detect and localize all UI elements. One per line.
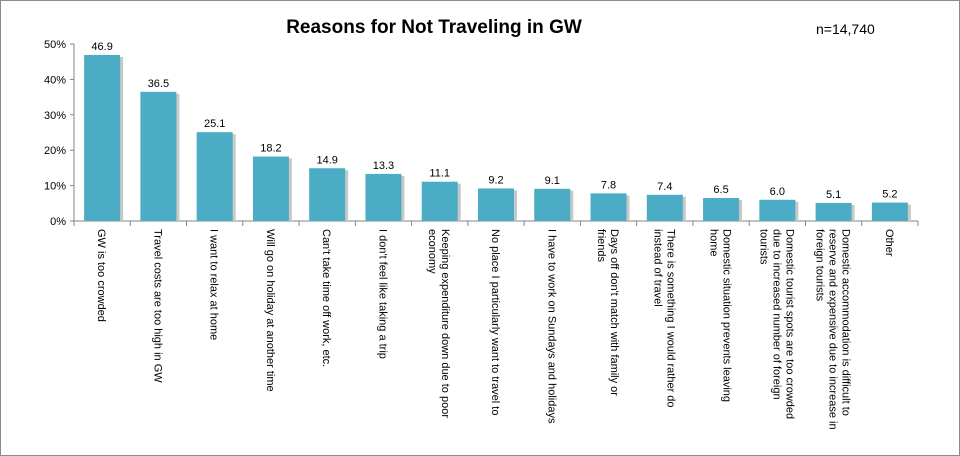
- data-label: 5.1: [826, 189, 841, 201]
- category-label-line: Keeping expenditure down due to poor: [439, 229, 451, 418]
- data-label: 6.0: [770, 186, 785, 198]
- data-label: 9.2: [488, 174, 503, 186]
- category-label: There is something I would rather doinst…: [651, 229, 676, 408]
- bar: [590, 193, 627, 221]
- bar: [646, 194, 683, 221]
- category-label: Can't take time off work, etc.: [320, 229, 332, 367]
- category-label-line: friends: [595, 229, 607, 263]
- data-label: 5.2: [882, 189, 897, 201]
- bar: [815, 202, 852, 221]
- bar: [140, 91, 177, 221]
- category-label-line: There is something I would rather do: [664, 229, 676, 408]
- category-label: GW is too crowded: [95, 229, 107, 322]
- data-label: 7.4: [657, 181, 672, 193]
- y-tick-label: 40%: [44, 74, 66, 86]
- category-label-line: due to increased number of foreign: [770, 229, 782, 400]
- category-label: Travel costs are too high in GW: [151, 229, 163, 383]
- data-label: 36.5: [148, 78, 169, 90]
- category-label-line: Other: [883, 229, 895, 257]
- data-label: 9.1: [545, 175, 560, 187]
- category-label-line: Travel costs are too high in GW: [151, 229, 163, 383]
- data-label: 18.2: [260, 143, 281, 155]
- category-label-line: home: [708, 229, 720, 257]
- category-label-line: economy: [426, 229, 438, 274]
- data-label: 13.3: [373, 160, 394, 172]
- bar: [196, 132, 233, 221]
- data-label: 25.1: [204, 118, 225, 130]
- chart-title: Reasons for Not Traveling in GW: [286, 17, 582, 38]
- y-tick-label: 50%: [44, 39, 66, 51]
- data-label: 7.8: [601, 179, 616, 191]
- bar: [759, 199, 796, 221]
- category-label-line: Domestic tourist spots are too crowded: [783, 229, 795, 419]
- category-label-line: Can't take time off work, etc.: [320, 229, 332, 367]
- data-label: 6.5: [713, 184, 728, 196]
- bar: [84, 54, 121, 221]
- category-label-line: I don't feel like taking a trip: [376, 229, 388, 359]
- category-label: Domestic accommodation is difficult tore…: [814, 229, 852, 430]
- data-label: 14.9: [316, 154, 337, 166]
- category-label-line: tourists: [757, 229, 769, 265]
- category-label: Days off don't match with family orfrien…: [595, 229, 620, 396]
- data-label: 11.1: [429, 168, 450, 180]
- category-label: Other: [883, 229, 895, 257]
- category-label-line: Domestic situation prevents leaving: [721, 229, 733, 402]
- category-label: Keeping expenditure down due to poorecon…: [426, 229, 451, 418]
- y-tick-label: 20%: [44, 145, 66, 157]
- data-label: 46.9: [91, 41, 112, 53]
- bar: [252, 156, 289, 221]
- category-label-line: Domestic accommodation is difficult to: [840, 229, 852, 416]
- bar: [871, 202, 908, 221]
- y-tick-label: 10%: [44, 181, 66, 193]
- sample-size-label: n=14,740: [816, 21, 875, 37]
- category-label-line: reserve and expensive due to increase in: [827, 229, 839, 430]
- bar: [703, 197, 740, 221]
- category-label: I want to relax at home: [208, 229, 220, 340]
- y-tick-label: 0%: [50, 216, 66, 228]
- category-label-line: No place I particularly want to travel t…: [489, 229, 501, 415]
- category-label: Domestic tourist spots are too crowdeddu…: [757, 229, 795, 419]
- category-label-line: I have to work on Sundays and holidays: [545, 229, 557, 424]
- bar: [309, 168, 346, 221]
- bar: [534, 188, 571, 221]
- category-label: Will go on holiday at another time: [264, 229, 276, 392]
- category-label-line: I want to relax at home: [208, 229, 220, 340]
- category-label-line: GW is too crowded: [95, 229, 107, 322]
- bar: [421, 181, 458, 221]
- category-label-line: Days off don't match with family or: [608, 229, 620, 396]
- y-tick-label: 30%: [44, 110, 66, 122]
- category-label: I don't feel like taking a trip: [376, 229, 388, 359]
- bar: [478, 188, 514, 221]
- bar: [365, 173, 402, 221]
- category-label: I have to work on Sundays and holidays: [545, 229, 557, 424]
- category-label: No place I particularly want to travel t…: [489, 229, 501, 415]
- category-label-line: foreign tourists: [814, 229, 826, 302]
- category-label-line: instead of travel: [651, 229, 663, 307]
- category-label-line: Will go on holiday at another time: [264, 229, 276, 392]
